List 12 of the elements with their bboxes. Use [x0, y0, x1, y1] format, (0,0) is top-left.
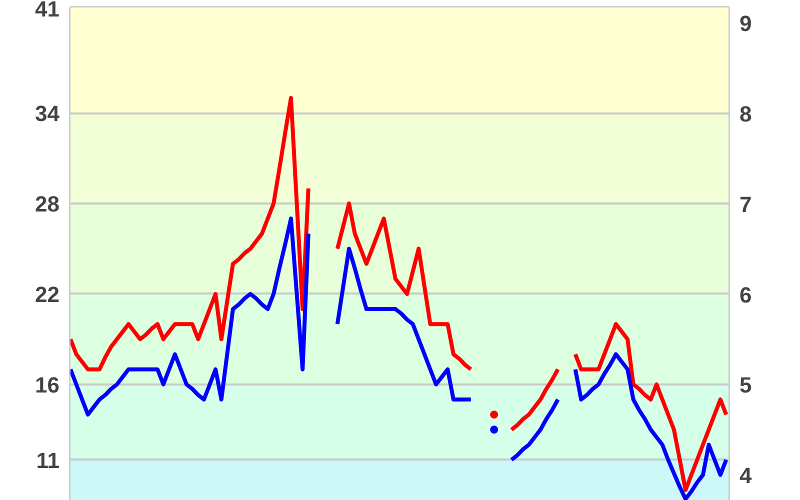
y-tick-label: 34	[35, 101, 60, 126]
y-tick-label: 28	[35, 191, 60, 216]
y2-tick-label: 6	[740, 282, 752, 308]
y2-tick-label: 7	[740, 192, 752, 217]
y2-tick-label: 8	[740, 101, 752, 126]
y2-tick-label: 4	[740, 463, 752, 488]
y-tick-label: 22	[35, 282, 60, 307]
y-tick-label: 11	[36, 448, 60, 473]
y2-tick-label: 5	[740, 372, 752, 398]
y-tick-label: 41	[35, 0, 60, 22]
y-tick-label: 16	[35, 372, 60, 398]
y2-tick-label: 9	[740, 10, 752, 36]
